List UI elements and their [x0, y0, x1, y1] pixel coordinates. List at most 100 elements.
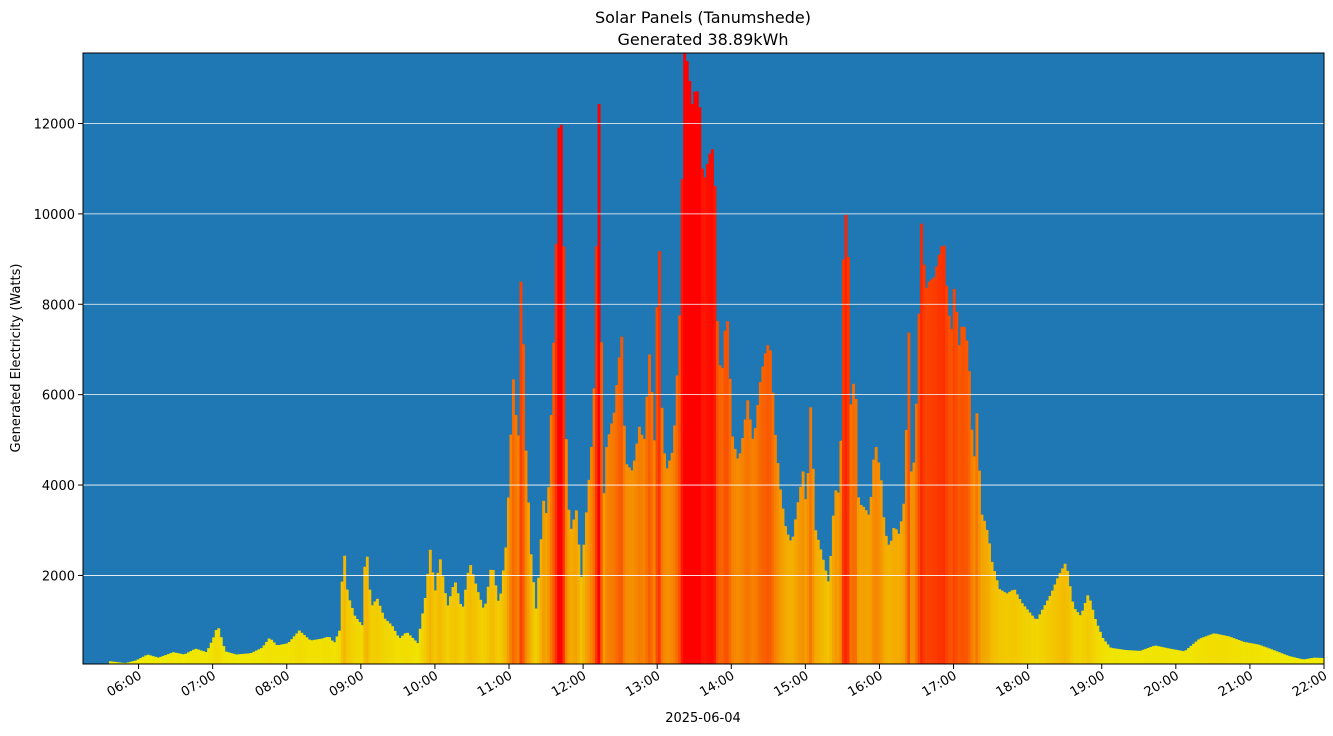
x-tick-label-7: 13:00 — [623, 668, 663, 700]
bar-72 — [290, 639, 294, 664]
bar-326 — [930, 279, 934, 664]
chart-title-line2: Generated 38.89kWh — [618, 30, 789, 49]
x-tick-label-8: 14:00 — [697, 668, 737, 700]
bar-263 — [771, 392, 775, 664]
bar-181 — [564, 439, 568, 664]
bar-478 — [1313, 657, 1316, 664]
bar-366 — [1030, 615, 1034, 664]
bar-265 — [776, 463, 780, 664]
bar-102 — [365, 556, 369, 664]
bar-71 — [287, 642, 291, 664]
bar-255 — [751, 438, 755, 664]
bar-413 — [1149, 647, 1153, 664]
bar-249 — [736, 458, 740, 664]
bar-299 — [862, 506, 866, 664]
bar-16 — [149, 655, 153, 664]
bar-189 — [585, 512, 588, 664]
bar-271 — [791, 536, 795, 664]
bar-51 — [237, 654, 241, 664]
bar-410 — [1141, 649, 1145, 664]
x-tick-label-2: 08:00 — [253, 668, 293, 700]
bar-84 — [320, 638, 324, 664]
bar-239 — [710, 149, 714, 664]
bar-382 — [1071, 601, 1075, 664]
bar-20 — [159, 656, 163, 664]
bar-389 — [1088, 600, 1092, 664]
bar-424 — [1177, 650, 1180, 664]
bar-185 — [574, 510, 578, 664]
bar-395 — [1103, 641, 1107, 664]
bar-247 — [731, 436, 735, 664]
bar-248 — [733, 448, 737, 664]
bar-165 — [524, 450, 528, 664]
bar-281 — [816, 539, 820, 664]
bar-305 — [877, 462, 881, 664]
bar-312 — [894, 529, 898, 664]
bar-142 — [466, 572, 470, 664]
bar-10 — [134, 660, 138, 664]
bar-384 — [1076, 612, 1080, 664]
bar-322 — [920, 223, 923, 664]
bar-347 — [983, 520, 986, 664]
bar-398 — [1111, 648, 1115, 664]
bar-37 — [202, 651, 206, 664]
bar-97 — [353, 615, 357, 664]
bar-403 — [1124, 650, 1128, 664]
bar-388 — [1086, 595, 1090, 664]
bar-327 — [932, 277, 936, 664]
y-tick-label-8000: 8000 — [42, 298, 75, 313]
bar-260 — [763, 353, 767, 664]
bar-394 — [1101, 637, 1105, 664]
bar-33 — [192, 649, 195, 664]
bar-314 — [899, 521, 903, 664]
bar-155 — [499, 593, 503, 664]
x-tick-label-15: 21:00 — [1216, 668, 1256, 700]
bar-269 — [786, 534, 790, 664]
bar-458 — [1262, 646, 1266, 664]
bar-9 — [131, 661, 135, 664]
bar-434 — [1202, 637, 1206, 664]
bar-442 — [1222, 635, 1226, 664]
bar-237 — [705, 163, 709, 664]
bar-310 — [889, 540, 893, 664]
bar-396 — [1106, 644, 1110, 664]
bar-49 — [232, 653, 236, 664]
bar-8 — [129, 661, 132, 664]
bar-73 — [292, 636, 296, 664]
bar-180 — [562, 246, 566, 665]
bar-369 — [1038, 614, 1042, 664]
bar-52 — [239, 654, 243, 664]
bar-294 — [849, 404, 853, 664]
bar-377 — [1058, 572, 1062, 664]
bar-280 — [814, 530, 818, 664]
bar-12 — [139, 658, 143, 664]
bar-208 — [632, 460, 636, 664]
bar-30 — [184, 653, 188, 664]
bar-162 — [517, 435, 520, 664]
bar-76 — [300, 632, 304, 664]
bar-81 — [312, 639, 316, 664]
chart-title: Solar Panels (Tanumshede) Generated 38.8… — [595, 8, 811, 49]
bar-0 — [108, 661, 112, 664]
bar-132 — [441, 576, 445, 664]
y-tick-label-4000: 4000 — [42, 479, 75, 494]
bar-28 — [179, 653, 183, 664]
bar-279 — [811, 468, 815, 664]
bar-55 — [247, 653, 251, 664]
bar-334 — [950, 328, 954, 664]
bar-99 — [358, 622, 362, 664]
bar-45 — [222, 646, 226, 664]
bar-421 — [1169, 648, 1173, 664]
bar-473 — [1300, 659, 1304, 664]
bar-405 — [1129, 650, 1133, 664]
bar-365 — [1028, 612, 1032, 664]
bar-38 — [204, 652, 208, 664]
bar-17 — [151, 656, 155, 664]
bar-262 — [768, 350, 772, 664]
bar-332 — [945, 285, 949, 664]
bar-286 — [829, 555, 833, 664]
bar-2 — [113, 661, 117, 664]
bar-480 — [1318, 657, 1321, 664]
bar-435 — [1204, 636, 1208, 664]
bar-415 — [1154, 645, 1158, 664]
